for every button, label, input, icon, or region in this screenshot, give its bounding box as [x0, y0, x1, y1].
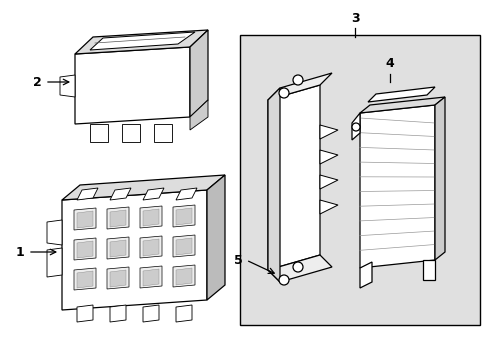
Text: 2: 2 — [33, 76, 41, 89]
Polygon shape — [154, 124, 172, 142]
Polygon shape — [173, 205, 195, 227]
Polygon shape — [47, 220, 62, 245]
Polygon shape — [267, 88, 280, 282]
Polygon shape — [267, 73, 331, 100]
Text: 1: 1 — [16, 246, 24, 258]
Polygon shape — [62, 175, 224, 200]
Polygon shape — [60, 75, 75, 97]
Polygon shape — [176, 208, 192, 225]
Polygon shape — [107, 237, 129, 259]
Polygon shape — [142, 188, 163, 200]
Polygon shape — [351, 113, 359, 140]
Polygon shape — [173, 235, 195, 257]
Polygon shape — [142, 239, 159, 256]
Text: 5: 5 — [233, 253, 242, 266]
Polygon shape — [77, 305, 93, 322]
Polygon shape — [110, 210, 126, 227]
Polygon shape — [176, 238, 192, 255]
Polygon shape — [77, 241, 93, 258]
Polygon shape — [267, 255, 331, 282]
Polygon shape — [110, 188, 131, 200]
Polygon shape — [173, 265, 195, 287]
Polygon shape — [140, 266, 162, 288]
Polygon shape — [359, 105, 434, 268]
Polygon shape — [77, 271, 93, 288]
Polygon shape — [142, 305, 159, 322]
Polygon shape — [74, 268, 96, 290]
Polygon shape — [142, 209, 159, 226]
Polygon shape — [359, 262, 371, 288]
Polygon shape — [319, 200, 337, 214]
Polygon shape — [74, 208, 96, 230]
Circle shape — [292, 262, 303, 272]
Polygon shape — [142, 269, 159, 286]
Polygon shape — [75, 47, 190, 124]
Polygon shape — [267, 85, 319, 270]
Polygon shape — [176, 268, 192, 285]
Polygon shape — [319, 125, 337, 139]
Polygon shape — [47, 248, 62, 277]
Polygon shape — [107, 267, 129, 289]
Polygon shape — [110, 305, 126, 322]
Polygon shape — [90, 32, 195, 50]
Circle shape — [351, 123, 359, 131]
Polygon shape — [206, 175, 224, 300]
Polygon shape — [140, 206, 162, 228]
Polygon shape — [110, 270, 126, 287]
Polygon shape — [319, 175, 337, 189]
Polygon shape — [140, 236, 162, 258]
Polygon shape — [74, 238, 96, 260]
Polygon shape — [90, 124, 108, 142]
Polygon shape — [62, 190, 206, 310]
Polygon shape — [75, 30, 207, 54]
Polygon shape — [110, 240, 126, 257]
Polygon shape — [107, 207, 129, 229]
Text: 4: 4 — [385, 57, 393, 70]
Polygon shape — [176, 188, 197, 200]
Polygon shape — [319, 150, 337, 164]
Polygon shape — [190, 30, 207, 117]
Polygon shape — [77, 188, 98, 200]
Polygon shape — [434, 97, 444, 260]
Polygon shape — [77, 211, 93, 228]
Circle shape — [279, 88, 288, 98]
Circle shape — [279, 275, 288, 285]
Polygon shape — [122, 124, 140, 142]
Polygon shape — [422, 260, 434, 280]
Text: 3: 3 — [350, 12, 359, 25]
Polygon shape — [190, 100, 207, 130]
Circle shape — [292, 75, 303, 85]
Polygon shape — [176, 305, 192, 322]
Bar — [240, 35, 479, 325]
Polygon shape — [367, 87, 434, 102]
Polygon shape — [359, 97, 444, 113]
